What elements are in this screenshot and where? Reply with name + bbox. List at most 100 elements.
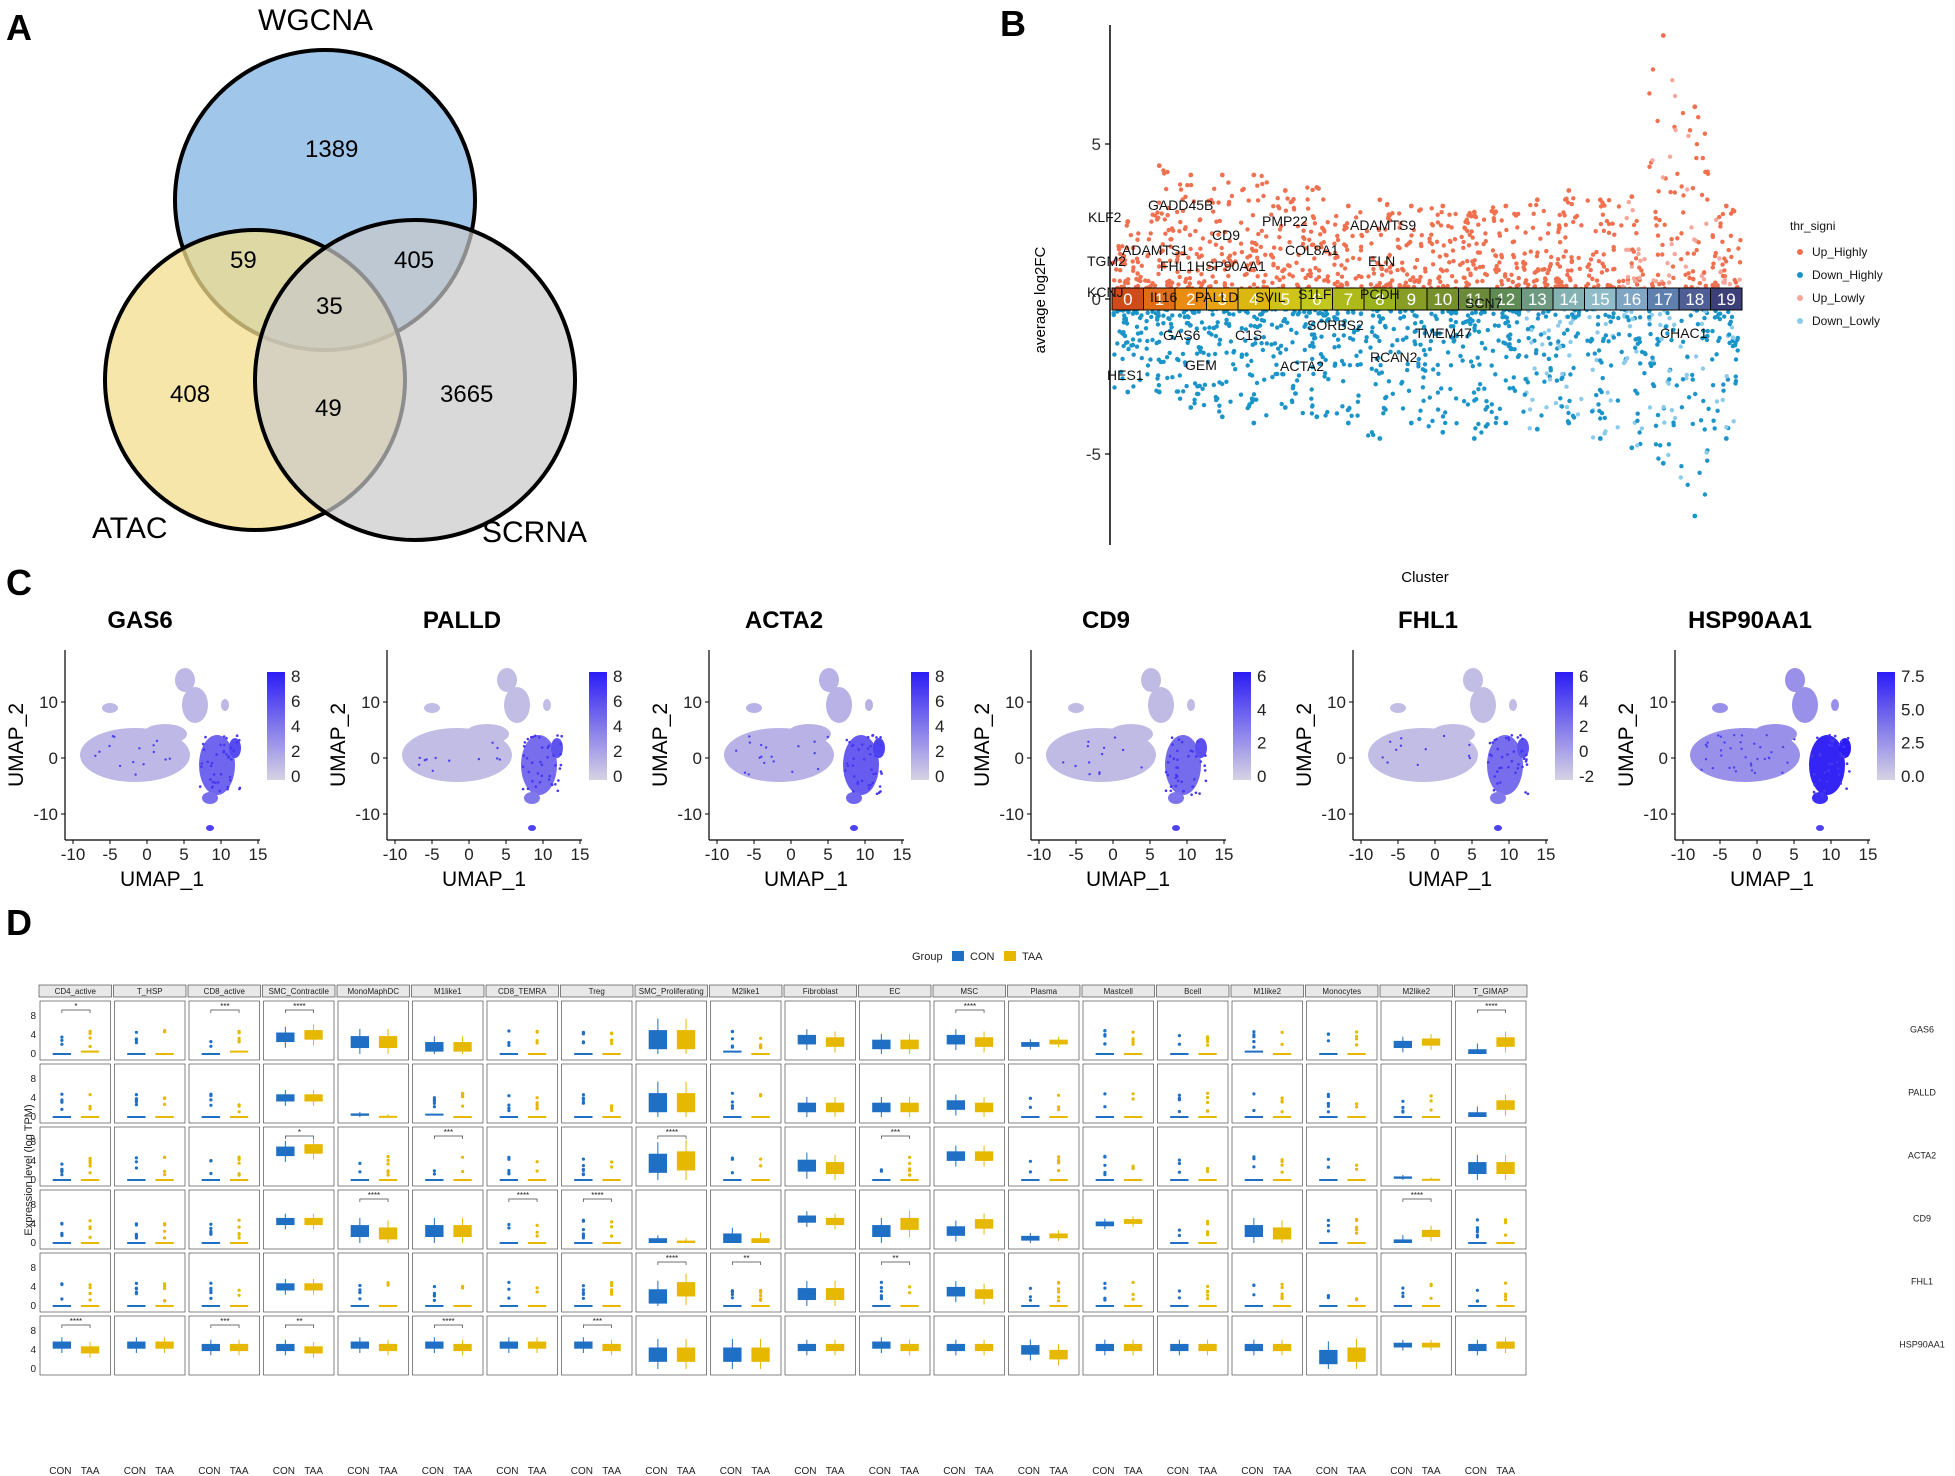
box: [499, 1341, 519, 1349]
outlier-point: [581, 1093, 586, 1097]
x-label-taa: TAA: [602, 1466, 621, 1476]
outlier-point: [1103, 1155, 1107, 1159]
outlier-point: [507, 1029, 511, 1033]
down-point: [1304, 314, 1309, 319]
facet-panel: [1008, 1000, 1080, 1061]
outlier-point: [1326, 1223, 1330, 1228]
outlier-point: [730, 1156, 735, 1160]
outlier-point: [535, 1096, 539, 1100]
x-label-taa: TAA: [1198, 1466, 1217, 1476]
box: [946, 1286, 966, 1297]
x-label-taa: TAA: [1496, 1466, 1515, 1476]
down-point: [1710, 357, 1715, 362]
down-point: [1688, 313, 1694, 318]
up-point: [1193, 228, 1198, 234]
facet-panel: [1157, 1189, 1229, 1250]
colorbar-tick-label: 6: [291, 692, 300, 711]
up-point: [1557, 225, 1562, 230]
outlier-point: [535, 1230, 539, 1234]
up-point: [1699, 273, 1705, 279]
down-point: [1427, 395, 1433, 400]
up-point: [1526, 282, 1531, 287]
outlier-point: [461, 1286, 465, 1290]
outlier-point: [1252, 1108, 1256, 1113]
up-point: [1557, 240, 1563, 245]
umap-x-tick-label: -10: [1027, 845, 1052, 864]
box-flat: [201, 1053, 221, 1055]
facet-panel: [114, 1000, 186, 1061]
down-point: [1345, 407, 1351, 413]
facet-panel: [412, 1189, 484, 1250]
umap-x-tick-label: -5: [424, 845, 439, 864]
box: [676, 1030, 696, 1050]
down-point: [1377, 338, 1382, 344]
down-point: [1300, 410, 1306, 416]
down-point: [1544, 405, 1549, 410]
umap-cell: [235, 734, 239, 737]
venn-set-label-atac: ATAC: [92, 512, 168, 545]
up-point: [1383, 227, 1388, 232]
down-point: [1355, 327, 1361, 333]
down-point: [1199, 320, 1205, 325]
outlier-point: [1177, 1161, 1181, 1166]
down-point: [1170, 313, 1175, 318]
outlier-point: [1326, 1296, 1330, 1300]
box-flat: [453, 1179, 472, 1181]
up-point: [1499, 282, 1505, 287]
sig-bracket: [434, 1324, 463, 1328]
box: [872, 1225, 891, 1238]
down-point: [1245, 405, 1250, 411]
down-point: [1372, 333, 1378, 338]
facet-panel: [1231, 1126, 1303, 1187]
up-point: [1156, 271, 1161, 277]
outlier-point: [134, 1041, 138, 1045]
outlier-point: [759, 1036, 763, 1040]
up-point: [1282, 267, 1287, 272]
umap-cluster-right: [1809, 735, 1845, 795]
up-point: [1305, 197, 1310, 202]
umap-cell: [1835, 761, 1839, 764]
up-point: [1710, 283, 1715, 288]
down-extreme-point: [1251, 420, 1257, 426]
up-point: [1722, 277, 1728, 282]
down-point: [1482, 386, 1487, 391]
umap-cell: [225, 753, 228, 756]
up-point: [1332, 281, 1337, 287]
boxplot-grid: Group CON TAA Expression level (log TPM)…: [23, 951, 1945, 1476]
up-point: [1398, 221, 1403, 226]
umap-cell: [560, 734, 563, 738]
y-tick-label: 8: [30, 1200, 36, 1211]
down-point: [1491, 311, 1496, 316]
outlier-point: [535, 1041, 539, 1045]
up-point: [1264, 180, 1270, 185]
outlier-point: [358, 1297, 362, 1301]
outlier-point: [507, 1106, 511, 1110]
umap-cell: [1500, 755, 1504, 759]
down-point: [1523, 377, 1528, 382]
box-flat: [1347, 1305, 1366, 1307]
box-flat: [1244, 1179, 1264, 1181]
down-point: [1527, 426, 1532, 431]
box-flat: [723, 1179, 742, 1181]
up-point: [1118, 257, 1124, 262]
down-point: [1556, 323, 1561, 328]
down-point: [1369, 366, 1375, 371]
outlier-point: [1028, 1170, 1032, 1174]
down-point: [1309, 387, 1314, 392]
gene-label: PCDH: [1360, 286, 1400, 302]
up-point: [1166, 227, 1171, 233]
facet-panel: [933, 1189, 1005, 1250]
down-point: [1557, 319, 1563, 324]
sig-stars: *: [298, 1128, 301, 1137]
up-point: [1316, 268, 1322, 273]
down-point: [1238, 392, 1244, 397]
umap-cell: [1839, 782, 1843, 785]
box: [276, 1146, 295, 1157]
up-point: [1238, 220, 1244, 225]
panel-label-d: D: [6, 902, 32, 943]
up-point: [1146, 252, 1151, 257]
x-label-taa: TAA: [155, 1466, 174, 1476]
box-flat: [425, 1305, 444, 1307]
umap-cell: [532, 735, 535, 739]
